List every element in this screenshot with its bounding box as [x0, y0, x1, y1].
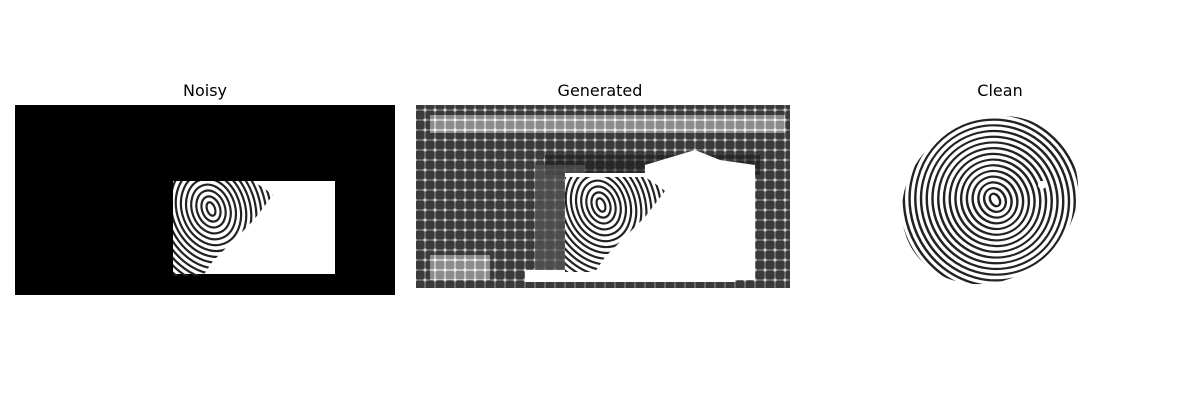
- clean-fingerprint-image: [810, 105, 1190, 295]
- noisy-fingerprint-image: [15, 105, 395, 295]
- generated-fingerprint-image: [410, 105, 790, 295]
- panel-title: Noisy: [182, 81, 227, 100]
- panel-title: Clean: [977, 81, 1023, 100]
- panel-title: Generated: [557, 81, 643, 100]
